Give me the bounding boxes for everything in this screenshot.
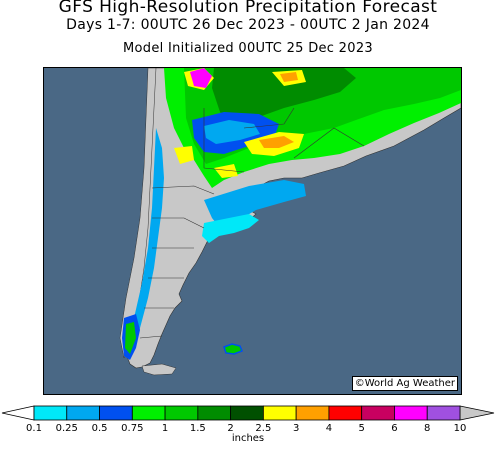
legend-tick-label: 1.5 — [190, 423, 206, 434]
precip-yellow-center — [214, 164, 238, 178]
legend-swatch — [197, 405, 232, 421]
legend-swatch — [66, 405, 100, 421]
forecast-period: Days 1-7: 00UTC 26 Dec 2023 - 00UTC 2 Ja… — [66, 17, 430, 33]
precip-blue-coast — [204, 180, 306, 228]
legend-tick-label: 0.1 — [26, 423, 42, 434]
legend-tick-label: 5 — [359, 423, 365, 434]
precip-legend: 0.1 0.25 0.5 0.75 1 1.5 2 2.5 3 4 5 6 8 10 — [0, 400, 496, 447]
precip-andes-band — [128, 128, 164, 353]
political-borders — [139, 107, 365, 339]
legend-tick-label: 8 — [424, 423, 430, 434]
legend-tick-label: 6 — [391, 423, 397, 434]
tierra-del-fuego — [141, 363, 177, 376]
legend-swatch — [361, 405, 395, 421]
legend-colorbar: 0.1 0.25 0.5 0.75 1 1.5 2 2.5 3 4 5 6 8 10 — [1, 405, 495, 434]
legend-swatch — [99, 405, 133, 421]
legend-tick-label: 10 — [454, 423, 467, 434]
precip-central-lightblue — [204, 120, 260, 144]
legend-tick-label: 2.5 — [255, 423, 271, 434]
copyright-credit: ©World Ag Weather — [351, 376, 458, 391]
model-init-time: Model Initialized 00UTC 25 Dec 2023 — [123, 41, 373, 56]
precip-north-deepgreen — [212, 68, 356, 126]
legend-tick-label: 3 — [293, 423, 299, 434]
precip-orange-ne — [280, 72, 298, 82]
legend-swatch — [295, 405, 330, 421]
legend-tick-label: 4 — [326, 423, 332, 434]
legend-tick-label: 0.5 — [92, 423, 108, 434]
map-canvas — [44, 68, 461, 394]
legend-arrow-right — [459, 405, 495, 421]
legend-swatch — [131, 405, 166, 421]
legend-swatch — [164, 405, 199, 421]
legend-tick-label: 0.75 — [121, 423, 143, 434]
legend-swatch — [33, 405, 68, 421]
precipitation-map: ©World Ag Weather — [43, 67, 462, 395]
legend-tick-label: 1 — [162, 423, 168, 434]
legend-swatch — [426, 405, 461, 421]
precip-south-chile-green — [125, 322, 136, 354]
precip-orange-east — [259, 136, 294, 148]
precip-cyan-band — [202, 214, 259, 243]
legend-units: inches — [231, 433, 265, 444]
map-title: GFS High-Resolution Precipitation Foreca… — [58, 0, 438, 17]
legend-tick-label: 0.25 — [56, 423, 78, 434]
legend-swatch — [230, 405, 264, 421]
falkland-islands — [223, 343, 243, 355]
precip-magenta-peak — [190, 68, 212, 88]
legend-arrow-left — [1, 405, 35, 421]
legend-swatch — [394, 405, 428, 421]
precip-yellow-nw — [174, 146, 194, 164]
legend-swatch — [328, 405, 363, 421]
legend-swatch — [262, 405, 297, 421]
legend-tick-label: 2 — [227, 423, 233, 434]
